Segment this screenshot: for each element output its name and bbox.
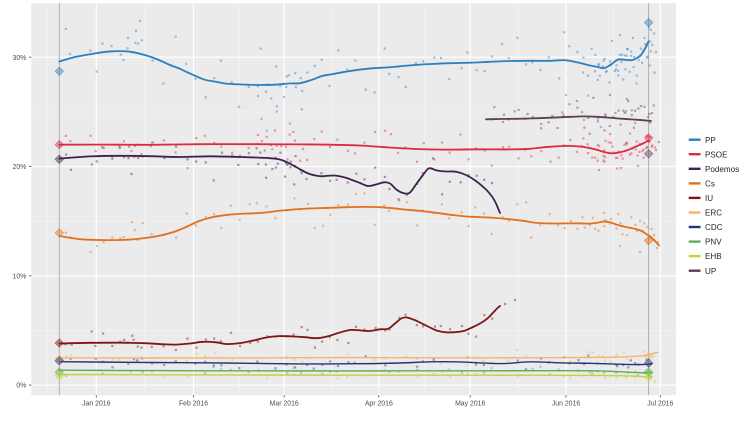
svg-text:Cs: Cs	[705, 180, 715, 189]
svg-text:Jul 2016: Jul 2016	[647, 401, 673, 408]
svg-text:CDC: CDC	[705, 223, 723, 232]
svg-text:IU: IU	[705, 194, 713, 203]
svg-text:PP: PP	[705, 136, 716, 145]
svg-text:30%: 30%	[13, 55, 27, 62]
svg-text:Jun 2016: Jun 2016	[552, 401, 581, 408]
svg-text:EHB: EHB	[705, 252, 722, 261]
svg-text:ERC: ERC	[705, 209, 722, 218]
svg-text:PSOE: PSOE	[705, 150, 728, 159]
svg-text:Jan 2016: Jan 2016	[82, 401, 111, 408]
svg-text:PNV: PNV	[705, 238, 722, 247]
svg-text:May 2016: May 2016	[455, 401, 485, 408]
svg-text:UP: UP	[705, 267, 716, 276]
svg-text:Mar 2016: Mar 2016	[270, 401, 299, 408]
svg-text:Apr 2016: Apr 2016	[365, 401, 393, 408]
svg-text:0%: 0%	[16, 383, 26, 390]
svg-text:Feb 2016: Feb 2016	[179, 401, 208, 408]
svg-text:Podemos: Podemos	[705, 165, 739, 174]
svg-text:20%: 20%	[13, 164, 27, 171]
svg-text:10%: 10%	[13, 273, 27, 280]
